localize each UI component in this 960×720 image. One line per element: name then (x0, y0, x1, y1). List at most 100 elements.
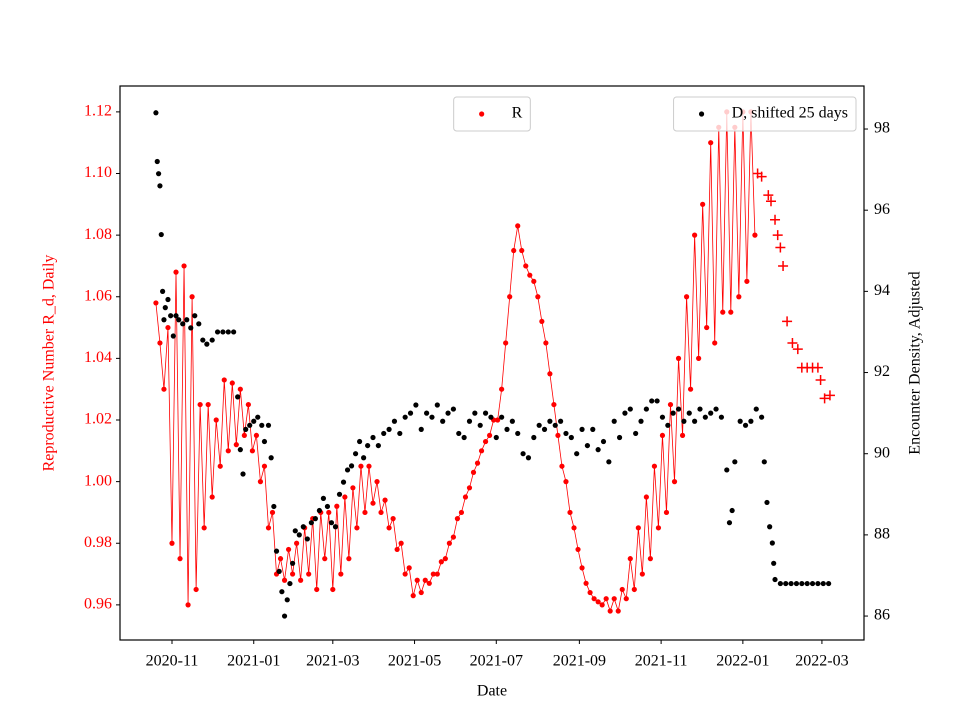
point (697, 406, 703, 412)
point (173, 269, 179, 275)
point (154, 158, 160, 165)
point (422, 577, 428, 583)
point (478, 448, 485, 454)
point (523, 263, 529, 269)
point (767, 524, 773, 530)
point (474, 460, 481, 466)
point (683, 294, 690, 300)
point (442, 556, 448, 562)
point (259, 422, 265, 428)
point (654, 398, 660, 404)
plus-marker (787, 337, 798, 348)
point (720, 309, 726, 315)
point (414, 577, 420, 583)
y2-tick-label: 94 (874, 282, 890, 299)
point (815, 580, 821, 587)
point (365, 442, 371, 449)
point (788, 580, 794, 587)
point (220, 329, 226, 335)
point (742, 422, 749, 428)
point (627, 406, 633, 412)
point (729, 507, 735, 514)
point (718, 414, 725, 420)
point (799, 580, 805, 587)
point (482, 438, 489, 445)
point (306, 571, 312, 577)
point (161, 386, 167, 392)
point (153, 110, 159, 116)
point (261, 438, 268, 445)
point (276, 568, 282, 575)
point (607, 608, 613, 614)
point (162, 305, 168, 311)
point (225, 448, 231, 454)
point (361, 455, 367, 461)
point (281, 577, 288, 583)
x-tick-label: 2021-01 (227, 653, 280, 670)
point (470, 469, 477, 475)
legend: D, shifted 25 days (673, 96, 857, 132)
point (670, 410, 676, 416)
point (486, 432, 493, 439)
point (233, 442, 239, 448)
point (157, 183, 163, 189)
point (265, 525, 272, 531)
x-tick-label: 2022-03 (795, 653, 848, 670)
plus-marker (775, 242, 786, 253)
point (535, 294, 541, 300)
point (539, 318, 545, 325)
point (616, 434, 623, 441)
point (157, 340, 163, 346)
point (631, 586, 637, 593)
point (563, 430, 569, 437)
point (231, 329, 237, 335)
point (466, 418, 473, 424)
point (181, 263, 187, 269)
plus-marker (763, 190, 774, 201)
point (362, 509, 368, 516)
point (375, 442, 381, 449)
point (595, 447, 601, 453)
plus-marker (766, 196, 776, 207)
legend-marker (698, 111, 705, 117)
x-tick-label: 2021-09 (553, 653, 606, 670)
point (158, 231, 164, 238)
point (346, 556, 352, 562)
point (744, 278, 750, 284)
y-tick-label: 1.02 (84, 411, 112, 428)
point (499, 414, 505, 420)
point (615, 608, 621, 614)
point (611, 596, 617, 602)
point (398, 540, 404, 546)
point (708, 140, 714, 146)
point (826, 580, 832, 587)
y2-axis-label: Encounter Density, Adjusted (907, 271, 924, 454)
point (165, 296, 171, 303)
point (623, 596, 629, 602)
point (611, 418, 617, 424)
point (579, 426, 585, 432)
point (551, 401, 557, 408)
point (348, 463, 355, 469)
point (686, 410, 692, 416)
point (374, 479, 380, 485)
point (639, 571, 645, 577)
y2-tick-label: 96 (874, 201, 890, 218)
point (249, 448, 255, 454)
point (192, 313, 198, 319)
point (197, 401, 203, 408)
point (338, 571, 344, 577)
point (783, 580, 789, 587)
point (326, 509, 332, 516)
point (651, 463, 658, 469)
point (277, 556, 284, 562)
point (193, 586, 199, 593)
point (568, 434, 574, 441)
point (289, 560, 296, 566)
point (499, 386, 505, 392)
point (241, 432, 247, 439)
point (255, 414, 261, 420)
point (394, 546, 400, 553)
point (312, 516, 318, 522)
point (269, 509, 276, 516)
